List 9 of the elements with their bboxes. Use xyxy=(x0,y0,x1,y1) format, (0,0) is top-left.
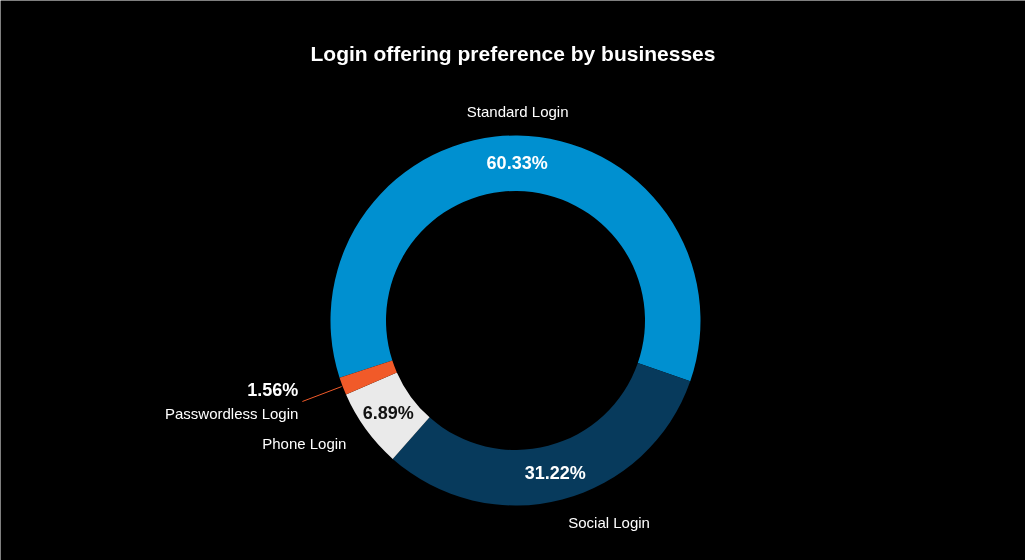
data-label: 6.89% xyxy=(362,402,414,423)
slice-label: Social Login xyxy=(568,514,650,532)
slice-label: Standard Login xyxy=(466,103,569,121)
chart-title: Login offering preference by businesses xyxy=(310,42,716,65)
data-label: 60.33% xyxy=(486,153,548,174)
data-label: 31.22% xyxy=(524,462,586,483)
data-label: 1.56% xyxy=(247,380,299,401)
slice-label: Passwordless Login xyxy=(164,404,299,422)
slice-label: Phone Login xyxy=(262,434,347,452)
